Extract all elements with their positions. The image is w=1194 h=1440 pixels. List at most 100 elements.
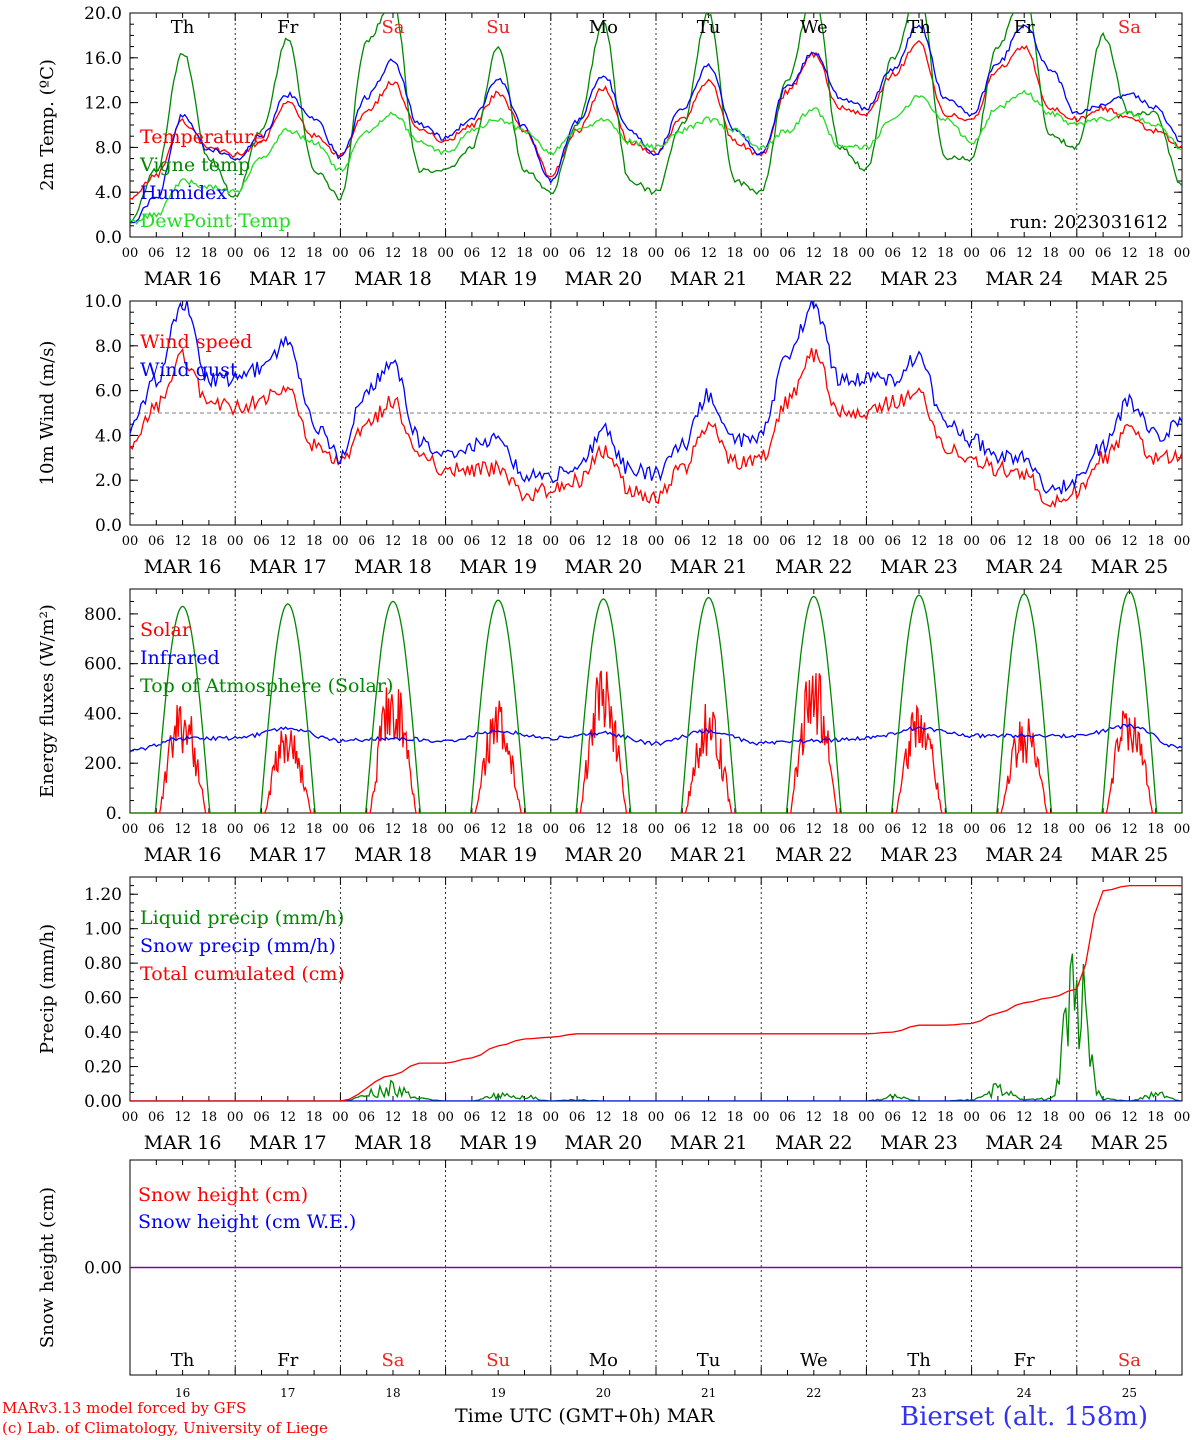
hour-tick-label: 12 <box>280 246 297 261</box>
date-label: MAR 20 <box>565 556 643 578</box>
hour-tick-label: 18 <box>727 534 744 549</box>
hour-tick-label: 06 <box>884 822 901 837</box>
hour-tick-label: 00 <box>1174 534 1191 549</box>
date-label: MAR 24 <box>985 844 1063 866</box>
hour-tick-label: 12 <box>280 534 297 549</box>
hour-tick-label: 12 <box>700 822 717 837</box>
y-tick-label: 1.00 <box>84 920 122 940</box>
hour-tick-label: 18 <box>306 1110 323 1125</box>
hour-tick-label: 00 <box>963 822 980 837</box>
hour-tick-label: 12 <box>806 822 823 837</box>
hour-tick-label: 12 <box>700 534 717 549</box>
hour-tick-label: 18 <box>1042 534 1059 549</box>
hour-tick-label: 12 <box>174 1110 191 1125</box>
bottom-weekday-label: Th <box>907 1350 931 1371</box>
y-tick-label: 0.80 <box>84 954 122 974</box>
date-label: MAR 23 <box>880 268 958 290</box>
hour-tick-label: 06 <box>358 534 375 549</box>
series-line-wind-gust <box>130 301 1182 495</box>
hour-tick-label: 00 <box>1174 822 1191 837</box>
hour-tick-label: 18 <box>516 822 533 837</box>
hour-tick-label: 06 <box>674 246 691 261</box>
hour-tick-label: 18 <box>201 534 218 549</box>
hour-tick-label: 12 <box>1121 1110 1138 1125</box>
hour-tick-label: 18 <box>832 534 849 549</box>
date-label: MAR 17 <box>249 844 327 866</box>
series-line-solar <box>130 670 1182 813</box>
y-tick-label: 0.0 <box>95 228 122 248</box>
hour-tick-label: 18 <box>937 534 954 549</box>
y-axis-label: 2m Temp. (ºC) <box>37 59 58 191</box>
hour-tick-label: 00 <box>332 822 349 837</box>
date-label: MAR 25 <box>1091 268 1169 290</box>
hour-tick-label: 12 <box>1016 822 1033 837</box>
day-of-week-label: Sa <box>381 17 404 38</box>
hour-tick-label: 12 <box>174 534 191 549</box>
hour-tick-label: 18 <box>516 534 533 549</box>
series-line-liquid-precip-mm-h- <box>130 953 1182 1101</box>
hour-tick-label: 06 <box>884 1110 901 1125</box>
hour-tick-label: 18 <box>832 246 849 261</box>
day-number-label: 21 <box>701 1386 716 1400</box>
hour-tick-label: 12 <box>911 822 928 837</box>
hour-tick-label: 00 <box>122 1110 139 1125</box>
date-label: MAR 16 <box>144 844 222 866</box>
hour-tick-label: 12 <box>911 1110 928 1125</box>
y-axis-label: Energy fluxes (W/m²) <box>37 604 58 798</box>
hour-tick-label: 06 <box>148 1110 165 1125</box>
hour-tick-label: 18 <box>937 822 954 837</box>
legend-entry: Snow height (cm W.E.) <box>138 1211 356 1233</box>
hour-tick-label: 18 <box>306 822 323 837</box>
hour-tick-label: 06 <box>253 534 270 549</box>
hour-tick-label: 18 <box>1147 822 1164 837</box>
legend-entry: Humidex <box>140 182 227 204</box>
hour-tick-label: 12 <box>385 822 402 837</box>
hour-tick-label: 06 <box>358 1110 375 1125</box>
hour-tick-label: 00 <box>963 246 980 261</box>
hour-tick-label: 18 <box>201 1110 218 1125</box>
y-tick-label: 12.0 <box>84 94 122 114</box>
hour-tick-label: 06 <box>569 246 586 261</box>
legend-entry: Snow precip (mm/h) <box>140 935 336 957</box>
hour-tick-label: 00 <box>753 534 770 549</box>
hour-tick-label: 00 <box>122 534 139 549</box>
day-number-label: 17 <box>280 1386 295 1400</box>
hour-tick-label: 12 <box>595 1110 612 1125</box>
date-label: MAR 25 <box>1091 844 1169 866</box>
hour-tick-label: 18 <box>832 822 849 837</box>
hour-tick-label: 12 <box>700 246 717 261</box>
hour-tick-label: 00 <box>122 246 139 261</box>
hour-tick-label: 18 <box>516 1110 533 1125</box>
hour-tick-label: 00 <box>963 534 980 549</box>
hour-tick-label: 06 <box>464 822 481 837</box>
hour-tick-label: 12 <box>806 534 823 549</box>
hour-tick-label: 06 <box>1095 246 1112 261</box>
hour-tick-label: 00 <box>122 822 139 837</box>
legend-entry: DewPoint Temp <box>140 210 291 232</box>
day-of-week-label: Su <box>486 17 510 38</box>
hour-tick-label: 18 <box>201 822 218 837</box>
hour-tick-label: 06 <box>674 822 691 837</box>
hour-tick-label: 00 <box>437 246 454 261</box>
hour-tick-label: 06 <box>253 1110 270 1125</box>
hour-tick-label: 06 <box>779 1110 796 1125</box>
hour-tick-label: 12 <box>280 1110 297 1125</box>
hour-tick-label: 12 <box>806 246 823 261</box>
legend-entry: Total cumulated (cm) <box>140 963 345 985</box>
date-label: MAR 19 <box>459 1132 537 1154</box>
y-axis-label: Precip (mm/h) <box>37 924 58 1054</box>
hour-tick-label: 00 <box>227 246 244 261</box>
hour-tick-label: 18 <box>411 1110 428 1125</box>
hour-tick-label: 00 <box>1174 1110 1191 1125</box>
hour-tick-label: 12 <box>595 534 612 549</box>
hour-tick-label: 06 <box>990 1110 1007 1125</box>
date-label: MAR 16 <box>144 556 222 578</box>
hour-tick-label: 00 <box>543 534 560 549</box>
day-number-label: 16 <box>175 1386 190 1400</box>
y-tick-label: 0.40 <box>84 1023 122 1043</box>
date-label: MAR 23 <box>880 556 958 578</box>
panel-temp: 0.0 4.0 8.0 12.0 16.0 20.0 2m Temp. (ºC) Temper… <box>37 4 1190 290</box>
hour-tick-label: 12 <box>385 534 402 549</box>
series-line-infrared <box>130 723 1182 753</box>
